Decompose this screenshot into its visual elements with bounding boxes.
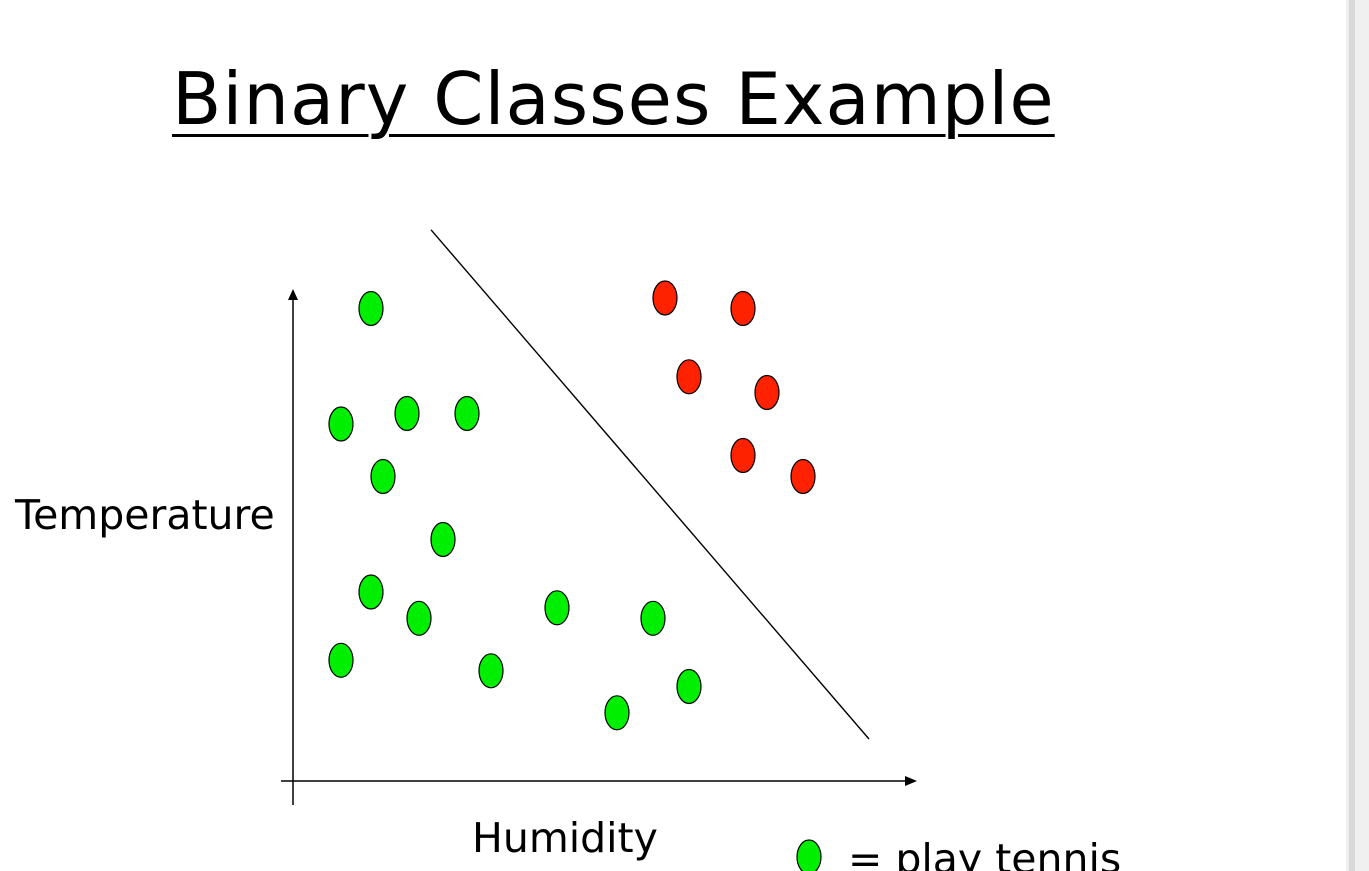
red-point-2 [730, 290, 756, 327]
green-point-1 [358, 290, 384, 327]
green-point-14 [676, 668, 702, 705]
y-axis-label: Temperature [14, 491, 275, 539]
green-point-9 [328, 642, 354, 678]
green-point-3 [394, 395, 420, 432]
green-point-12 [640, 600, 666, 636]
legend-text-play-tennis: = play tennis [848, 835, 1121, 871]
red-point-3 [676, 359, 702, 395]
decision-boundary-line [430, 229, 870, 740]
page-scrollbar-track[interactable] [1349, 0, 1355, 871]
red-point-1 [652, 280, 678, 316]
slide-title: Binary Classes Example [172, 57, 1055, 141]
green-point-8 [406, 600, 432, 636]
legend: = play tennis [796, 835, 1121, 871]
legend-marker-play-tennis [796, 839, 822, 871]
green-point-13 [604, 695, 630, 731]
red-point-4 [754, 374, 780, 411]
green-point-10 [478, 653, 504, 689]
green-point-7 [358, 574, 384, 610]
red-point-6 [790, 458, 816, 495]
x-axis-label: Humidity [472, 814, 658, 862]
x-axis-arrowhead [905, 776, 917, 786]
red-point-5 [730, 437, 756, 474]
data-points [328, 280, 816, 731]
y-axis-arrowhead [288, 289, 298, 300]
green-point-5 [370, 458, 396, 495]
green-point-11 [544, 590, 570, 626]
green-point-6 [430, 521, 456, 558]
green-point-4 [454, 395, 480, 432]
green-point-2 [328, 406, 354, 442]
